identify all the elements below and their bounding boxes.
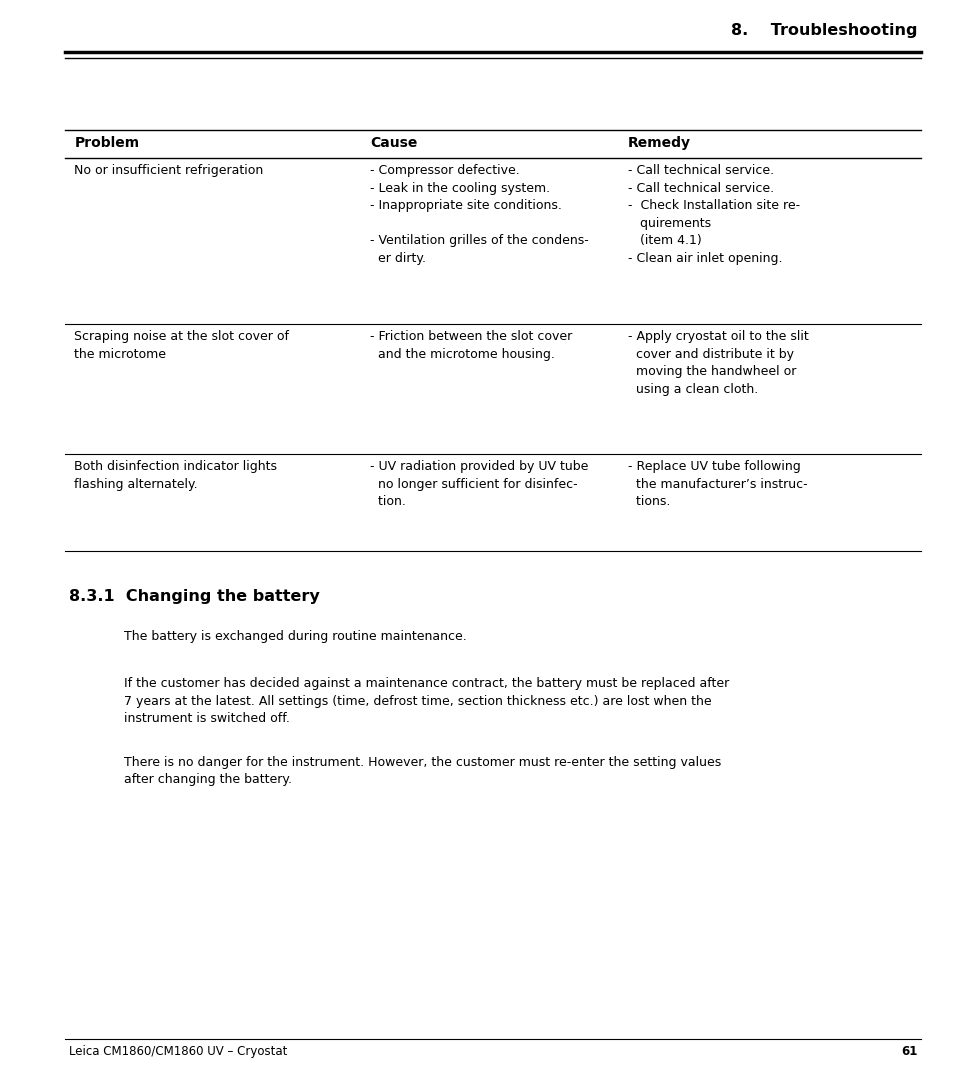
Text: Problem: Problem	[74, 136, 139, 150]
Text: - Call technical service.
- Call technical service.
-  Check Installation site r: - Call technical service. - Call technic…	[627, 164, 799, 265]
Text: If the customer has decided against a maintenance contract, the battery must be : If the customer has decided against a ma…	[124, 677, 728, 725]
Text: Both disinfection indicator lights
flashing alternately.: Both disinfection indicator lights flash…	[74, 460, 277, 490]
Text: The battery is exchanged during routine maintenance.: The battery is exchanged during routine …	[124, 630, 466, 643]
Text: There is no danger for the instrument. However, the customer must re-enter the s: There is no danger for the instrument. H…	[124, 756, 720, 786]
Text: Cause: Cause	[370, 136, 417, 150]
Text: - Replace UV tube following
  the manufacturer’s instruc-
  tions.: - Replace UV tube following the manufact…	[627, 460, 806, 508]
Text: Scraping noise at the slot cover of
the microtome: Scraping noise at the slot cover of the …	[74, 330, 289, 361]
Text: Remedy: Remedy	[627, 136, 690, 150]
Text: 61: 61	[901, 1045, 917, 1058]
Text: 8.3.1  Changing the battery: 8.3.1 Changing the battery	[69, 589, 319, 604]
Text: - Friction between the slot cover
  and the microtome housing.: - Friction between the slot cover and th…	[370, 330, 572, 361]
Text: Leica CM1860/CM1860 UV – Cryostat: Leica CM1860/CM1860 UV – Cryostat	[69, 1045, 287, 1058]
Text: - UV radiation provided by UV tube
  no longer sufficient for disinfec-
  tion.: - UV radiation provided by UV tube no lo…	[370, 460, 588, 508]
Text: 8.    Troubleshooting: 8. Troubleshooting	[731, 23, 917, 38]
Text: No or insufficient refrigeration: No or insufficient refrigeration	[74, 164, 263, 177]
Text: - Apply cryostat oil to the slit
  cover and distribute it by
  moving the handw: - Apply cryostat oil to the slit cover a…	[627, 330, 807, 396]
Text: - Compressor defective.
- Leak in the cooling system.
- Inappropriate site condi: - Compressor defective. - Leak in the co…	[370, 164, 588, 265]
